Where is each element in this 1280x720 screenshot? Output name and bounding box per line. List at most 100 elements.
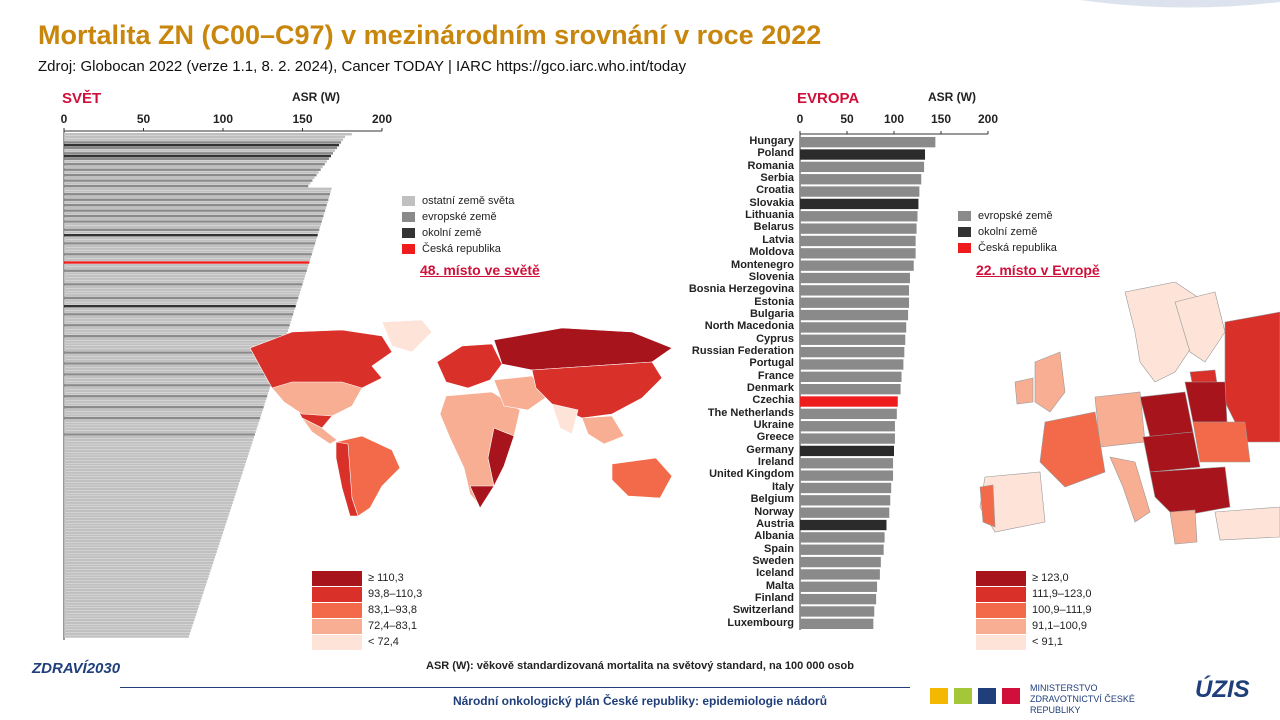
world-rank-text: 48. místo ve světě bbox=[420, 262, 540, 278]
decorative-swoosh bbox=[1080, 0, 1280, 8]
world-bar bbox=[64, 449, 250, 453]
europe-country-label: Serbia bbox=[760, 172, 794, 185]
europe-axis-label: ASR (W) bbox=[928, 90, 976, 104]
world-bar bbox=[64, 452, 249, 455]
europe-country-label: Italy bbox=[771, 480, 794, 493]
world-bar bbox=[64, 632, 190, 635]
world-bar bbox=[64, 304, 296, 308]
world-bar bbox=[64, 572, 210, 575]
partner-logos-icon bbox=[930, 688, 1020, 704]
world-bar bbox=[64, 250, 313, 253]
map-germany bbox=[1094, 391, 1146, 448]
world-bar bbox=[64, 340, 285, 343]
world-bar bbox=[64, 326, 289, 330]
europe-country-label: Luxembourg bbox=[727, 616, 794, 629]
world-bar bbox=[64, 280, 304, 283]
world-bar bbox=[64, 234, 318, 237]
world-map-scale: ≥ 110,3 93,8–110,3 83,1–93,8 72,4–83,1 <… bbox=[312, 570, 422, 650]
world-bar bbox=[64, 160, 327, 163]
europe-country-label: Bosnia Herzegovina bbox=[688, 283, 794, 296]
europe-country-label: Slovakia bbox=[749, 196, 794, 209]
legend-label: ostatní země světa bbox=[422, 195, 515, 207]
world-bar bbox=[64, 315, 293, 319]
europe-map bbox=[975, 282, 1280, 547]
world-bar bbox=[64, 569, 211, 573]
world-bar bbox=[64, 206, 326, 210]
world-bar bbox=[64, 629, 191, 633]
europe-bar bbox=[800, 137, 936, 148]
world-bar bbox=[64, 444, 252, 447]
europe-bar bbox=[800, 198, 919, 210]
scale-swatch bbox=[312, 618, 362, 634]
map-balkans bbox=[1149, 466, 1231, 518]
world-bar bbox=[64, 567, 212, 570]
scale-label: 72,4–83,1 bbox=[368, 620, 417, 632]
world-bar bbox=[64, 384, 271, 387]
legend-swatch bbox=[402, 196, 415, 206]
world-bar bbox=[64, 441, 253, 444]
world-bar bbox=[64, 318, 292, 322]
europe-country-label: Albania bbox=[754, 530, 794, 543]
europe-bar bbox=[800, 618, 874, 629]
europe-bar bbox=[800, 445, 894, 457]
world-bar bbox=[64, 482, 240, 485]
europe-bar bbox=[800, 470, 894, 481]
world-bar bbox=[64, 378, 273, 382]
europe-bar bbox=[800, 433, 895, 444]
world-bar bbox=[64, 291, 300, 294]
europe-country-label: Denmark bbox=[746, 382, 794, 394]
europe-country-label: Portugal bbox=[749, 357, 794, 370]
map-uk bbox=[1034, 351, 1066, 413]
world-bar bbox=[64, 515, 229, 518]
scale-swatch bbox=[976, 618, 1026, 634]
map-asia bbox=[531, 361, 663, 419]
world-bar bbox=[64, 621, 194, 625]
map-southeast-asia bbox=[581, 415, 625, 445]
world-bar bbox=[64, 498, 234, 502]
world-bar bbox=[64, 550, 217, 554]
map-portugal bbox=[979, 484, 996, 528]
map-east-africa bbox=[487, 427, 515, 487]
world-bar bbox=[64, 272, 306, 275]
world-bar bbox=[64, 627, 192, 630]
legend-item: Česká republika bbox=[402, 241, 514, 257]
world-bar bbox=[64, 187, 332, 191]
legend-label: evropské země bbox=[978, 210, 1053, 222]
europe-bar bbox=[800, 519, 887, 531]
world-axis-label: ASR (W) bbox=[292, 90, 340, 104]
legend-item: evropské země bbox=[402, 209, 514, 225]
europe-bar bbox=[800, 458, 894, 469]
world-bar bbox=[64, 277, 305, 281]
europe-legend: evropské země okolní země Česká republik… bbox=[958, 208, 1057, 256]
world-bar bbox=[64, 359, 279, 362]
world-bar bbox=[64, 455, 248, 458]
europe-country-label: Ukraine bbox=[753, 419, 794, 432]
world-bar bbox=[64, 201, 328, 204]
world-bar bbox=[64, 365, 277, 368]
world-bar bbox=[64, 348, 282, 352]
world-bar bbox=[64, 471, 243, 474]
europe-bar bbox=[800, 606, 875, 617]
world-bar bbox=[64, 182, 311, 185]
world-bar bbox=[64, 184, 309, 188]
scale-label: 93,8–110,3 bbox=[368, 588, 423, 600]
europe-bar bbox=[800, 285, 910, 296]
world-bar bbox=[64, 288, 301, 292]
scale-swatch bbox=[312, 602, 362, 618]
europe-bar bbox=[800, 359, 904, 370]
world-bar bbox=[64, 154, 331, 158]
legend-swatch bbox=[958, 227, 971, 237]
europe-bar bbox=[800, 482, 892, 494]
world-bar bbox=[64, 474, 242, 477]
europe-bar bbox=[800, 186, 920, 197]
page-title: Mortalita ZN (C00–C97) v mezinárodním sr… bbox=[38, 20, 822, 50]
world-bar bbox=[64, 616, 196, 619]
legend-swatch bbox=[402, 244, 415, 254]
legend-item: ostatní země světa bbox=[402, 193, 514, 209]
europe-country-label: Spain bbox=[764, 542, 794, 555]
europe-bar bbox=[800, 322, 907, 333]
europe-country-label: Montenegro bbox=[731, 258, 794, 271]
legend-label: okolní země bbox=[978, 226, 1038, 238]
world-bar bbox=[64, 203, 327, 207]
world-bar bbox=[64, 149, 336, 152]
